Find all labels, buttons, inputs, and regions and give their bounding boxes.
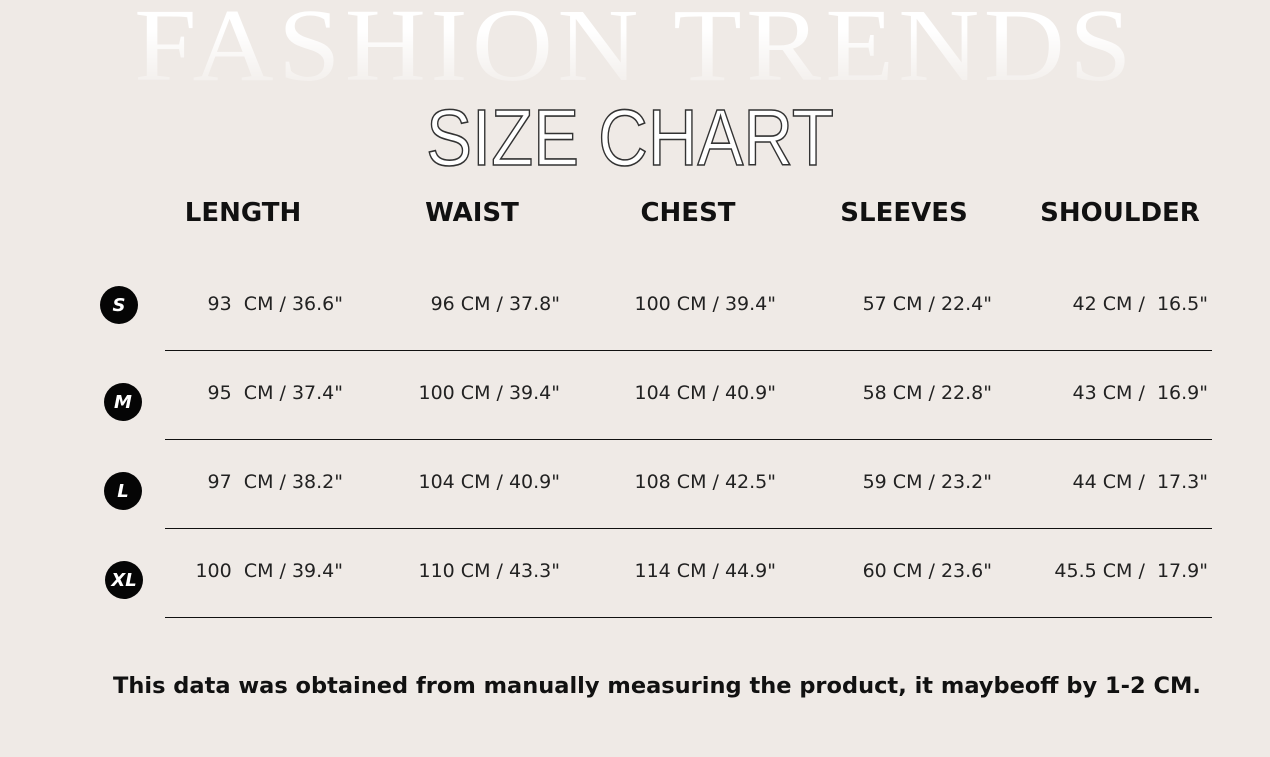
table-cell: 59 CM / 23.2": [862, 471, 992, 493]
measurement-note: This data was obtained from manually mea…: [113, 673, 1201, 699]
size-badge-s: S: [100, 286, 138, 324]
table-cell: 108 CM / 42.5": [634, 471, 777, 493]
size-badge-m: M: [104, 383, 142, 421]
size-badge-xl: XL: [105, 561, 143, 599]
table-cell: 104 CM / 40.9": [418, 471, 561, 493]
column-header-sleeves: SLEEVES: [840, 198, 968, 228]
table-cell: 95 CM / 37.4": [207, 382, 343, 404]
column-header-shoulder: SHOULDER: [1040, 198, 1200, 228]
size-badge-l: L: [104, 472, 142, 510]
table-cell: 60 CM / 23.6": [862, 560, 992, 582]
page-title: SIZE CHART: [425, 93, 834, 182]
table-cell: 58 CM / 22.8": [862, 382, 992, 404]
table-cell: 104 CM / 40.9": [634, 382, 777, 404]
table-cell: 45.5 CM / 17.9": [1054, 560, 1208, 582]
table-cell: 100 CM / 39.4": [418, 382, 561, 404]
column-header-waist: WAIST: [425, 198, 519, 228]
row-divider: [165, 350, 1212, 351]
table-cell: 97 CM / 38.2": [207, 471, 343, 493]
table-cell: 44 CM / 17.3": [1072, 471, 1208, 493]
table-cell: 100 CM / 39.4": [634, 293, 777, 315]
background-watermark-text: FASHION TRENDS: [0, 0, 1270, 98]
row-divider: [165, 439, 1212, 440]
table-cell: 110 CM / 43.3": [418, 560, 561, 582]
table-cell: 114 CM / 44.9": [634, 560, 777, 582]
table-cell: 43 CM / 16.9": [1072, 382, 1208, 404]
table-cell: 100 CM / 39.4": [195, 560, 343, 582]
row-divider: [165, 617, 1212, 618]
column-header-chest: CHEST: [640, 198, 736, 228]
table-cell: 42 CM / 16.5": [1072, 293, 1208, 315]
table-cell: 57 CM / 22.4": [862, 293, 992, 315]
column-header-length: LENGTH: [184, 198, 302, 228]
table-cell: 93 CM / 36.6": [207, 293, 343, 315]
row-divider: [165, 528, 1212, 529]
table-cell: 96 CM / 37.8": [430, 293, 560, 315]
